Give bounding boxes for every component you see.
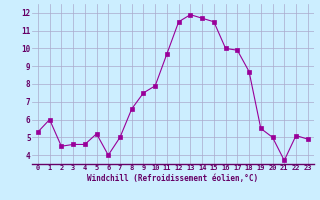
X-axis label: Windchill (Refroidissement éolien,°C): Windchill (Refroidissement éolien,°C) xyxy=(87,174,258,183)
